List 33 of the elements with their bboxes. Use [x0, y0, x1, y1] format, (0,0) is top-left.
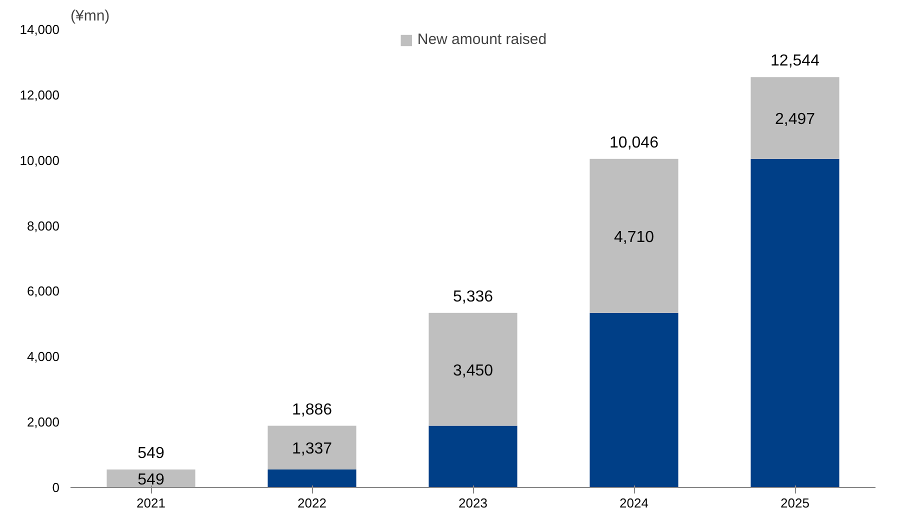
total-label: 5,336 [452, 288, 494, 306]
bar [428, 312, 518, 426]
x-tick-label: 2021 [136, 496, 166, 510]
bar [750, 77, 840, 159]
data-label: 549 [138, 472, 164, 489]
legend-label: New amount raised [417, 31, 547, 48]
bar [590, 312, 678, 488]
total-label: 549 [138, 445, 164, 462]
data-label: 2,497 [774, 111, 816, 128]
y-tick-label: 12,000 [20, 87, 60, 102]
y-tick-label: 2,000 [26, 414, 60, 430]
bar [590, 158, 678, 313]
y-tick-label: 4,000 [26, 349, 60, 364]
total-label: 10,046 [610, 134, 659, 152]
data-label: 4,710 [614, 228, 654, 246]
x-tick-label: 2023 [458, 496, 488, 510]
total-label: 12,544 [770, 52, 820, 70]
y-tick-label: 0 [52, 480, 60, 495]
bar [750, 158, 840, 488]
y-tick-label: 14,000 [20, 22, 60, 37]
x-tick-label: 2025 [780, 496, 810, 510]
x-tick-label: 2024 [620, 496, 648, 510]
y-tick-label: 8,000 [26, 218, 60, 234]
x-tick-label: 2022 [298, 496, 326, 510]
bar [268, 426, 356, 470]
data-label: 1,337 [292, 440, 332, 458]
y-tick-label: 6,000 [26, 284, 60, 299]
y-tick-label: 10,000 [20, 152, 60, 168]
y-axis-title: (¥mn) [70, 8, 110, 24]
total-label: 1,886 [292, 401, 332, 418]
bar [268, 470, 356, 488]
bar [428, 426, 518, 488]
data-label: 3,450 [452, 362, 494, 380]
